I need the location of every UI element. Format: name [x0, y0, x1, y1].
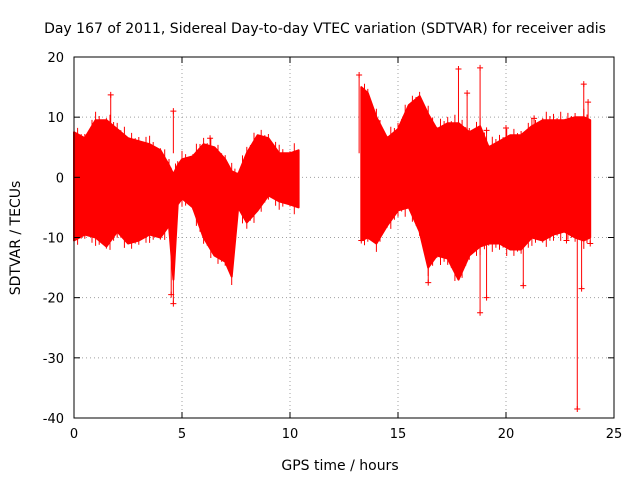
data-point-1 — [170, 108, 177, 154]
data-point-marker-20 — [580, 81, 587, 88]
data-point-12 — [483, 213, 490, 301]
x-axis-label: GPS time / hours — [281, 458, 398, 474]
data-point-2 — [170, 213, 177, 307]
chart-title: Day 167 of 2011, Sidereal Day-to-day VTE… — [44, 21, 606, 37]
y-tick-label-5: 10 — [47, 111, 64, 126]
data-point-0 — [107, 91, 114, 154]
data-point-marker-18 — [574, 405, 581, 412]
data-point-marker-22 — [587, 240, 594, 247]
data-point-marker-1 — [170, 108, 177, 115]
data-point-marker-6 — [358, 237, 365, 244]
tick-labels: 0 5 10 15 20 25 -40 -30 -20 -10 0 10 20 — [43, 51, 623, 442]
data-point-9 — [464, 90, 471, 154]
data-point-18 — [574, 213, 581, 412]
data-point-3 — [168, 213, 175, 298]
data-point-8 — [455, 66, 462, 154]
data-point-17 — [563, 213, 570, 244]
data-point-marker-13 — [483, 127, 490, 134]
data-point-15 — [520, 213, 527, 289]
y-tick-label-3: -10 — [43, 232, 64, 247]
data-point-marker-2 — [170, 300, 177, 307]
data-point-5 — [356, 72, 363, 154]
data-point-marker-14 — [503, 124, 509, 131]
y-tick-label-0: -40 — [43, 412, 64, 427]
data-point-marker-9 — [464, 90, 471, 97]
data-point-marker-15 — [520, 282, 527, 289]
data-point-14 — [503, 124, 509, 154]
y-tick-label-6: 20 — [47, 51, 64, 66]
x-tick-label-3: 15 — [390, 427, 407, 442]
data-point-marker-17 — [563, 237, 570, 244]
data-series — [73, 64, 594, 412]
data-point-marker-16 — [531, 115, 538, 122]
y-tick-label-2: -20 — [43, 292, 64, 307]
y-tick-label-4: 0 — [56, 171, 64, 186]
x-tick-label-4: 20 — [498, 427, 515, 442]
data-point-marker-10 — [477, 64, 484, 71]
data-point-19 — [578, 213, 585, 292]
axes — [73, 56, 615, 419]
data-point-22 — [587, 213, 594, 247]
data-point-marker-5 — [356, 72, 363, 79]
data-point-16 — [531, 115, 538, 154]
x-tick-label-1: 5 — [178, 427, 186, 442]
data-point-marker-19 — [578, 285, 585, 292]
data-point-6 — [358, 213, 365, 244]
x-tick-label-2: 10 — [282, 427, 299, 442]
data-band-edge-1 — [360, 83, 588, 281]
data-point-marker-21 — [585, 99, 592, 106]
data-point-21 — [585, 99, 592, 154]
y-axis-label: SDTVAR / TECUs — [8, 181, 24, 296]
data-point-marker-12 — [483, 294, 490, 301]
data-point-marker-0 — [107, 91, 114, 98]
data-point-13 — [483, 127, 490, 154]
data-point-marker-3 — [168, 291, 175, 298]
data-point-11 — [477, 213, 484, 316]
data-point-4 — [207, 135, 214, 154]
x-tick-label-0: 0 — [70, 427, 78, 442]
data-point-20 — [580, 81, 587, 154]
data-point-marker-7 — [425, 279, 432, 286]
y-tick-label-1: -30 — [43, 352, 64, 367]
x-tick-label-5: 25 — [606, 427, 623, 442]
data-point-marker-4 — [207, 135, 214, 142]
data-point-10 — [477, 64, 484, 154]
data-point-marker-8 — [455, 66, 462, 73]
data-point-7 — [425, 213, 432, 286]
data-point-marker-11 — [477, 309, 484, 316]
